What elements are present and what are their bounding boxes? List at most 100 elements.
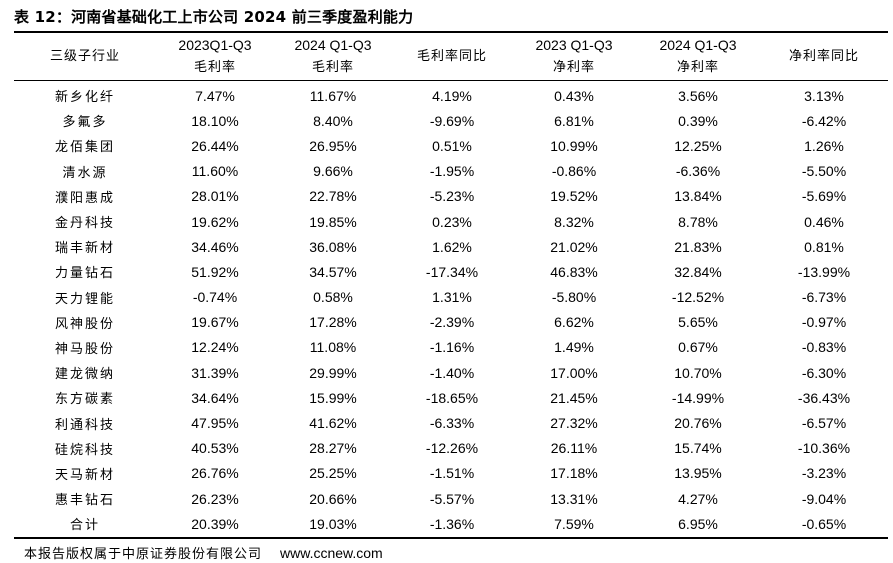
value-cell: 34.46% — [191, 238, 239, 255]
company-name-cell: 天马新材 — [54, 467, 115, 483]
header-row: 三级子行业 2023Q1-Q3 毛利率 2024 Q1-Q3 毛利率 毛利率同比 2… — [14, 33, 888, 79]
company-name-cell: 神马股份 — [54, 341, 115, 357]
table-row: 惠丰钻石 26.23% 20.66% -5.57% 13.31% 4.27% -9.04% — [14, 486, 888, 511]
col-header-subindustry: 三级子行业 — [49, 48, 120, 64]
value-cell: 13.95% — [674, 465, 722, 482]
company-name-cell: 天力锂能 — [54, 291, 115, 307]
value-cell: -10.36% — [797, 440, 851, 457]
value-cell: -9.04% — [801, 490, 847, 507]
value-cell: -5.23% — [429, 188, 475, 205]
company-name-cell: 惠丰钻石 — [54, 493, 115, 509]
value-cell: 1.49% — [554, 339, 594, 356]
value-cell: -5.69% — [801, 188, 847, 205]
value-cell: -5.57% — [429, 490, 475, 507]
value-cell: 8.78% — [678, 213, 718, 230]
value-cell: -2.39% — [429, 314, 475, 331]
table-body: 新乡化纤 7.47% 11.67% 4.19% 0.43% 3.56% 3.13% 多氟多 18… — [14, 79, 888, 536]
value-cell: 26.11% — [550, 440, 598, 457]
table-row: 濮阳惠成 28.01% 22.78% -5.23% 19.52% 13.84% -5.69% — [14, 184, 888, 209]
value-cell: 6.95% — [678, 515, 718, 532]
value-cell: 28.01% — [191, 188, 239, 205]
value-cell: 19.85% — [309, 213, 357, 230]
company-name-cell: 金丹科技 — [54, 216, 115, 232]
value-cell: 25.25% — [309, 465, 357, 482]
company-name-cell: 力量钻石 — [54, 266, 115, 282]
value-cell: 3.13% — [804, 87, 844, 104]
value-cell: 1.31% — [432, 289, 472, 306]
value-cell: -1.95% — [429, 163, 475, 180]
value-cell: 1.26% — [804, 137, 844, 154]
value-cell: 0.39% — [678, 112, 718, 129]
table-row: 硅烷科技 40.53% 28.27% -12.26% 26.11% 15.74% -10.3… — [14, 436, 888, 461]
value-cell: 10.99% — [550, 137, 598, 154]
value-cell: 4.19% — [432, 87, 472, 104]
table-row: 瑞丰新材 34.46% 36.08% 1.62% 21.02% 21.83% 0.81% — [14, 234, 888, 259]
value-cell: 34.64% — [191, 389, 239, 406]
value-cell: -12.52% — [671, 289, 725, 306]
value-cell: 17.00% — [550, 364, 598, 381]
value-cell: 0.23% — [432, 213, 472, 230]
value-cell: 20.39% — [191, 515, 239, 532]
value-cell: -1.51% — [429, 465, 475, 482]
value-cell: -5.50% — [801, 163, 847, 180]
value-cell: 20.66% — [309, 490, 357, 507]
value-cell: 17.28% — [309, 314, 357, 331]
table-row: 风神股份 19.67% 17.28% -2.39% 6.62% 5.65% -0.97% — [14, 310, 888, 335]
value-cell: 12.24% — [191, 339, 239, 356]
value-cell: 0.58% — [313, 289, 353, 306]
table-title: 表 12：河南省基础化工上市公司 2024 前三季度盈利能力 — [14, 8, 414, 26]
value-cell: 27.32% — [550, 415, 598, 432]
value-cell: 11.67% — [309, 87, 357, 104]
value-cell: 1.62% — [432, 238, 472, 255]
col-header-gross-yoy: 毛利率同比 — [416, 48, 487, 64]
value-cell: -3.23% — [801, 465, 847, 482]
col-header-2024-gross: 2024 Q1-Q3 毛利率 — [294, 36, 372, 75]
company-name-cell: 清水源 — [62, 165, 108, 181]
value-cell: -0.74% — [192, 289, 238, 306]
company-name-cell: 东方碳素 — [54, 392, 115, 408]
footer: 本报告版权属于中原证券股份有限公司 www.ccnew.com — [24, 543, 383, 562]
value-cell: -14.99% — [671, 389, 725, 406]
value-cell: 15.74% — [674, 440, 722, 457]
value-cell: 17.18% — [550, 465, 598, 482]
table-row: 金丹科技 19.62% 19.85% 0.23% 8.32% 8.78% 0.46% — [14, 209, 888, 234]
value-cell: -6.42% — [801, 112, 847, 129]
value-cell: -18.65% — [425, 389, 479, 406]
value-cell: 34.57% — [309, 263, 357, 280]
table-row: 建龙微纳 31.39% 29.99% -1.40% 17.00% 10.70% -6.30% — [14, 360, 888, 385]
value-cell: 6.81% — [554, 112, 594, 129]
table-row: 力量钻石 51.92% 34.57% -17.34% 46.83% 32.84% -13.9… — [14, 259, 888, 284]
value-cell: 0.67% — [678, 339, 718, 356]
value-cell: 26.76% — [191, 465, 239, 482]
table-row: 神马股份 12.24% 11.08% -1.16% 1.49% 0.67% -0.83% — [14, 335, 888, 360]
value-cell: -0.83% — [801, 339, 847, 356]
value-cell: 7.47% — [195, 87, 235, 104]
value-cell: 9.66% — [313, 163, 353, 180]
value-cell: -5.80% — [551, 289, 597, 306]
col-header-net-yoy: 净利率同比 — [788, 48, 859, 64]
company-name-cell: 利通科技 — [54, 417, 115, 433]
header-rule — [14, 80, 888, 81]
value-cell: 6.62% — [554, 314, 594, 331]
value-cell: 19.03% — [309, 515, 357, 532]
col-header-2023-net: 2023 Q1-Q3 净利率 — [535, 36, 613, 75]
table-row: 清水源 11.60% 9.66% -1.95% -0.86% -6.36% -5.50% — [14, 159, 888, 184]
table-row: 天马新材 26.76% 25.25% -1.51% 17.18% 13.95% -3.23% — [14, 461, 888, 486]
website-link[interactable]: www.ccnew.com — [280, 545, 383, 561]
bottom-rule — [14, 537, 888, 539]
value-cell: 0.43% — [554, 87, 594, 104]
value-cell: 32.84% — [674, 263, 722, 280]
value-cell: 28.27% — [309, 440, 357, 457]
col-header-2023-gross: 2023Q1-Q3 毛利率 — [178, 36, 252, 75]
table-row: 合计 20.39% 19.03% -1.36% 7.59% 6.95% -0.65% — [14, 511, 888, 536]
table-row: 新乡化纤 7.47% 11.67% 4.19% 0.43% 3.56% 3.13% — [14, 79, 888, 108]
value-cell: 20.76% — [674, 415, 722, 432]
table-row: 东方碳素 34.64% 15.99% -18.65% 21.45% -14.99% -36.… — [14, 385, 888, 410]
value-cell: 5.65% — [678, 314, 718, 331]
company-name-cell: 建龙微纳 — [54, 367, 115, 383]
company-name-cell: 硅烷科技 — [54, 442, 115, 458]
value-cell: -6.73% — [801, 289, 847, 306]
value-cell: 15.99% — [309, 389, 357, 406]
company-name-cell: 新乡化纤 — [54, 90, 115, 106]
company-name-cell: 合计 — [69, 518, 100, 534]
